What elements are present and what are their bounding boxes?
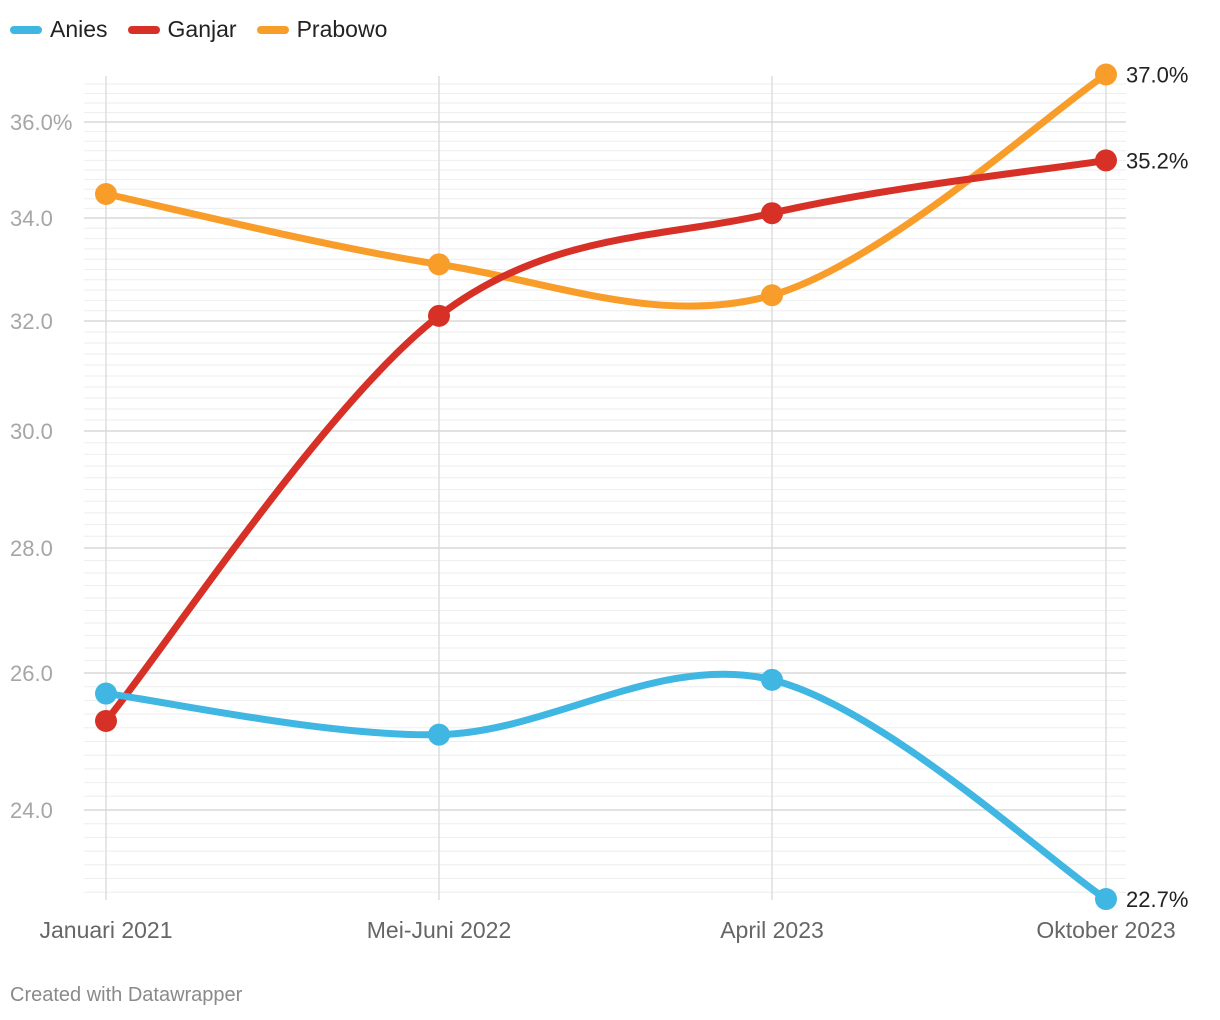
data-point-ganjar	[1095, 149, 1117, 172]
legend-item-ganjar: Ganjar	[127, 16, 237, 43]
end-label-anies: 22.7%	[1126, 887, 1188, 912]
data-point-anies	[1095, 888, 1117, 911]
y-tick-label: 32.0	[10, 309, 53, 334]
data-point-prabowo	[95, 183, 117, 205]
footer-credit: Created with Datawrapper	[10, 984, 243, 1006]
legend-item-anies: Anies	[10, 16, 108, 43]
axis-layer: 24.0 26.0 28.0 30.0 32.0 34.0 36.0% Januari 202…	[10, 110, 1176, 943]
series-line-prabowo	[102, 71, 1110, 310]
data-point-prabowo	[1095, 63, 1117, 86]
legend-swatch	[256, 25, 289, 34]
y-tick-label: 30.0	[10, 419, 53, 444]
series-layer: 37.0% 35.2% 22.7%	[95, 63, 1188, 912]
legend-item-prabowo: Prabowo	[256, 16, 388, 43]
y-tick-label: 26.0	[10, 661, 53, 686]
end-label-ganjar: 35.2%	[1126, 148, 1188, 173]
y-tick-label: 24.0	[10, 798, 53, 823]
x-tick-label: Mei-Juni 2022	[367, 917, 511, 943]
end-label-prabowo: 37.0%	[1126, 63, 1188, 88]
series-line-ganjar	[102, 156, 1110, 725]
data-point-ganjar	[95, 709, 117, 732]
data-point-anies	[761, 668, 783, 691]
legend-label: Ganjar	[167, 16, 237, 42]
legend-swatch	[10, 25, 42, 34]
legend: Anies Ganjar Prabowo	[10, 16, 387, 43]
legend-label: Anies	[50, 16, 108, 42]
series-line-anies	[102, 670, 1110, 903]
legend-swatch	[127, 25, 160, 34]
data-point-ganjar	[428, 304, 450, 327]
series-ganjar: 35.2%	[95, 148, 1188, 732]
data-point-prabowo	[761, 284, 783, 307]
x-tick-label: April 2023	[720, 917, 824, 943]
x-tick-label: Oktober 2023	[1036, 917, 1175, 943]
data-point-anies	[95, 682, 117, 705]
data-point-prabowo	[428, 253, 450, 276]
legend-label: Prabowo	[296, 16, 388, 42]
y-tick-label: 28.0	[10, 536, 53, 561]
x-tick-label: Januari 2021	[40, 917, 173, 943]
data-point-ganjar	[761, 202, 783, 225]
grid-layer	[84, 76, 1126, 900]
y-tick-label: 34.0	[10, 206, 53, 231]
y-tick-label: 36.0%	[10, 110, 72, 135]
series-anies: 22.7%	[95, 668, 1188, 912]
data-point-anies	[428, 723, 450, 746]
